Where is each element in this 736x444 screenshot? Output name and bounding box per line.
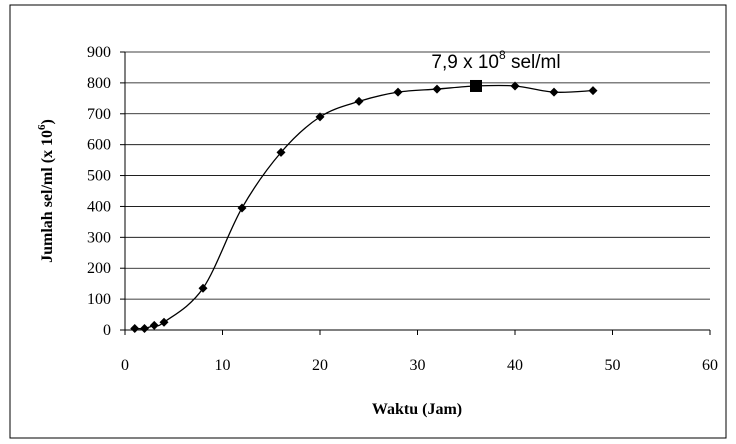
page: Waktu (Jam) Jumlah sel/ml (x 106) 010020… bbox=[0, 0, 736, 444]
x-tick-label: 40 bbox=[507, 357, 523, 374]
annotation-text: 7,9 x 10 bbox=[431, 52, 499, 73]
y-axis-label: Jumlah sel/ml (x 106) bbox=[36, 119, 56, 263]
x-tick-label: 20 bbox=[312, 357, 328, 374]
x-axis-label: Waktu (Jam) bbox=[372, 401, 462, 418]
x-tick-label: 50 bbox=[605, 357, 621, 374]
highlight-marker bbox=[470, 80, 482, 92]
annotation-tail: sel/ml bbox=[506, 52, 561, 73]
y-tick-label: 500 bbox=[87, 168, 111, 185]
x-tick-label: 0 bbox=[121, 357, 129, 374]
y-tick-label: 600 bbox=[87, 137, 111, 154]
x-tick-label: 10 bbox=[215, 357, 231, 374]
x-tick-label: 30 bbox=[410, 357, 426, 374]
y-tick-label: 900 bbox=[87, 44, 111, 61]
y-tick-label: 400 bbox=[87, 198, 111, 215]
y-tick-label: 100 bbox=[87, 291, 111, 308]
x-tick-label: 60 bbox=[702, 357, 718, 374]
y-axis-label-tail: ) bbox=[39, 119, 56, 124]
y-axis-label-text: Jumlah sel/ml (x 10 bbox=[39, 130, 56, 263]
y-tick-label: 700 bbox=[87, 106, 111, 123]
y-tick-label: 200 bbox=[87, 260, 111, 277]
chart: Waktu (Jam) Jumlah sel/ml (x 106) 010020… bbox=[0, 0, 736, 444]
y-tick-label: 0 bbox=[103, 322, 111, 339]
y-tick-label: 300 bbox=[87, 229, 111, 246]
annotation: 7,9 x 108 sel/ml bbox=[431, 48, 560, 73]
y-tick-label: 800 bbox=[87, 75, 111, 92]
